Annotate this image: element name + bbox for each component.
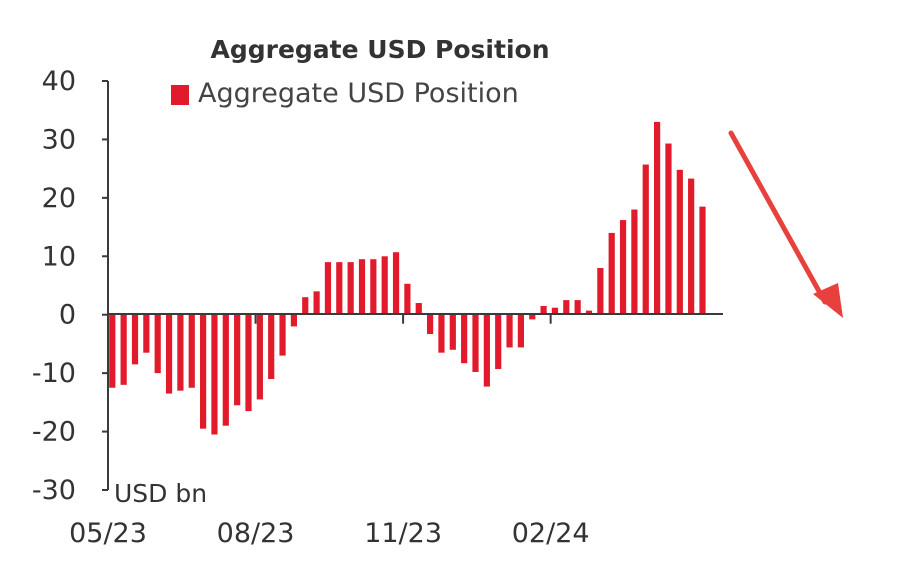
- bar: [699, 206, 706, 315]
- x-axis-ticks: 05/23 08/23 11/23 02/24: [69, 314, 590, 549]
- y-tick-label: -10: [32, 358, 76, 389]
- bar: [302, 297, 309, 315]
- bar: [211, 314, 218, 435]
- bar: [256, 314, 263, 400]
- bar: [279, 314, 286, 356]
- bar: [506, 314, 513, 348]
- bar: [461, 314, 468, 364]
- bar: [200, 314, 207, 429]
- bar: [347, 262, 354, 315]
- y-tick-label: 30: [42, 124, 76, 155]
- y-tick-label: -30: [32, 475, 76, 506]
- y-tick-label: 0: [59, 300, 76, 331]
- bar: [574, 300, 581, 315]
- bar: [654, 121, 661, 315]
- bar: [177, 314, 184, 391]
- bar: [392, 252, 400, 315]
- bar: [540, 305, 547, 315]
- legend-swatch: [171, 85, 189, 105]
- bar: [665, 143, 672, 315]
- bar: [415, 303, 422, 315]
- y-tick-label: 40: [42, 66, 76, 97]
- bar: [483, 314, 490, 387]
- bar: [619, 220, 627, 315]
- y-axis-ticks: 40 30 20 10 0 -10 -20 -30: [32, 66, 108, 506]
- bar: [290, 314, 297, 327]
- bar: [234, 314, 241, 406]
- y-tick-label: -20: [32, 417, 76, 448]
- bar: [358, 259, 366, 315]
- bar: [381, 256, 388, 315]
- bar: [585, 310, 593, 315]
- x-tick-label: 11/23: [364, 518, 442, 549]
- bar: [642, 164, 649, 315]
- x-tick-label: 08/23: [217, 518, 295, 549]
- bar: [109, 314, 116, 388]
- bar: [551, 307, 559, 315]
- bar: [188, 314, 195, 388]
- bar: [143, 314, 150, 353]
- bar: [495, 314, 502, 370]
- bar: [472, 314, 479, 372]
- legend: Aggregate USD Position: [171, 78, 519, 109]
- bar: [222, 314, 229, 426]
- unit-label: USD bn: [114, 479, 207, 508]
- bar: [449, 314, 456, 350]
- bar: [154, 314, 161, 374]
- bar: [688, 178, 695, 315]
- bar: [268, 314, 275, 379]
- x-tick-label: 02/24: [512, 518, 590, 549]
- bar: [120, 314, 127, 385]
- bar: [563, 300, 570, 315]
- down-arrow-icon: [728, 130, 843, 318]
- bar: [631, 209, 638, 315]
- chart-title: Aggregate USD Position: [210, 35, 549, 64]
- bar: [529, 314, 536, 320]
- bar: [324, 262, 332, 315]
- bar: [313, 291, 320, 315]
- bar: [336, 262, 343, 315]
- bars: [109, 121, 706, 435]
- legend-label: Aggregate USD Position: [198, 78, 519, 109]
- bar: [517, 314, 524, 348]
- x-tick-label: 05/23: [69, 518, 147, 549]
- bar: [404, 283, 411, 315]
- bar: [370, 259, 377, 315]
- bar: [245, 314, 252, 412]
- bar: [165, 314, 173, 394]
- bar: [608, 232, 615, 315]
- bar: [597, 267, 604, 315]
- y-tick-label: 20: [42, 183, 76, 214]
- y-tick-label: 10: [42, 241, 76, 272]
- bar: [676, 169, 683, 315]
- bar: [438, 314, 445, 353]
- bar: [131, 314, 139, 365]
- bar: [427, 314, 434, 334]
